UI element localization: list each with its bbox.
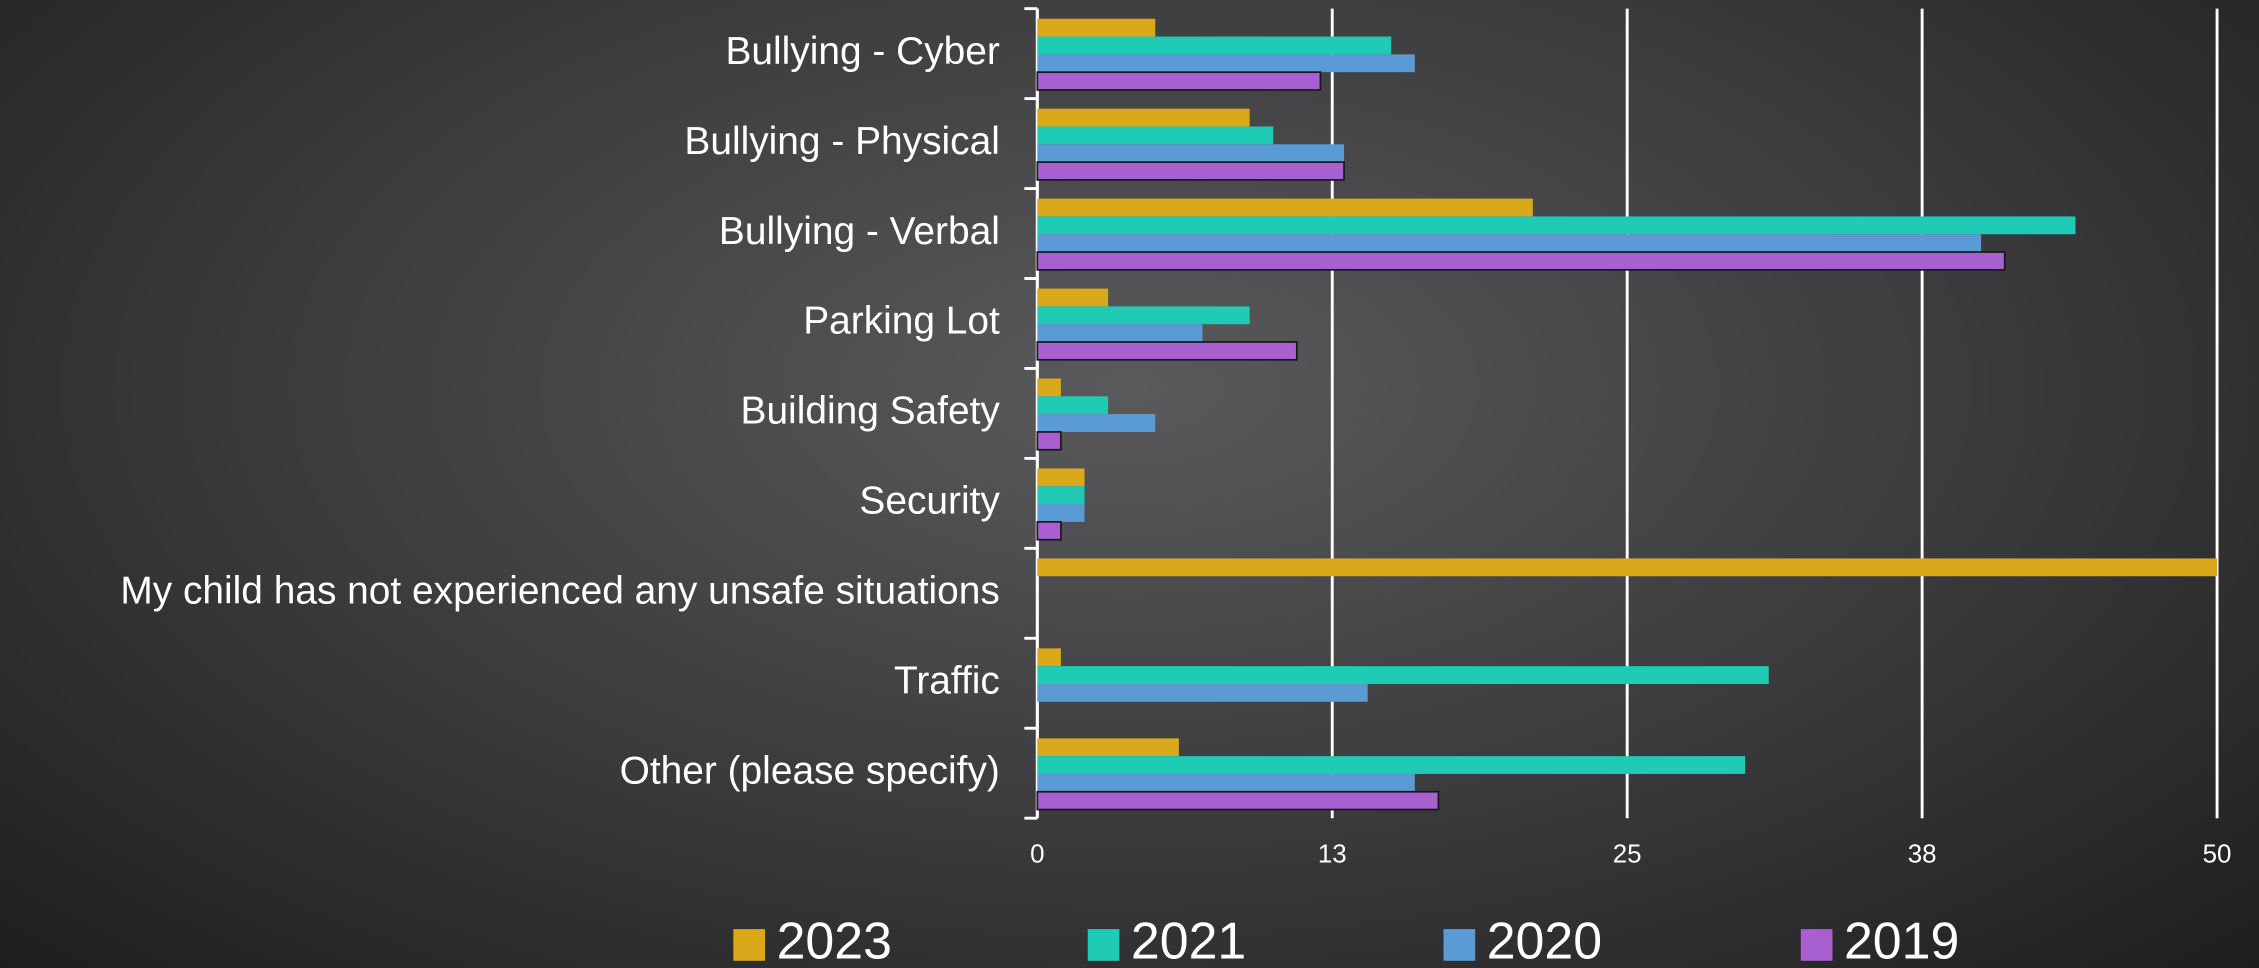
y-tick-label: Bullying - Verbal [719,210,1000,253]
bar [1036,71,1322,91]
legend-swatch [1087,929,1120,961]
bar [1037,108,1250,127]
legend-swatch [1443,929,1476,961]
bar [1037,306,1250,325]
bar [1037,288,1109,307]
bar [1037,468,1085,487]
y-tick-label: Bullying - Physical [684,120,999,163]
bar [1037,773,1415,792]
bar [1037,378,1061,397]
bar [1037,756,1746,774]
y-tick-label: Bullying - Cyber [725,30,999,73]
bar [1037,216,2076,235]
legend-label: 2020 [1487,912,1602,968]
x-tick-label: 50 [2203,840,2232,868]
legend-label: 2023 [777,912,892,968]
bar [1037,486,1085,505]
bar [1036,431,1062,451]
legend-swatch [1800,929,1833,961]
bar [1036,521,1062,541]
legend-label: 2019 [1844,912,1959,968]
bar [1037,396,1109,415]
y-tick-label: Building Safety [741,390,1001,433]
bar [1036,251,2006,271]
bar [1037,18,1156,37]
bar [1037,414,1156,432]
bar [1037,36,1392,55]
bar [1037,738,1179,757]
bar [1037,324,1203,342]
y-tick-label: Traffic [894,660,1000,703]
bar [1037,504,1085,522]
bar [1037,648,1061,667]
bar [1037,666,1769,684]
bar [1037,126,1274,145]
y-tick-label: My child has not experienced any unsafe … [120,570,1000,613]
x-tick-label: 13 [1318,840,1347,868]
bar [1037,234,1982,253]
y-tick-label: Other (please specify) [620,749,1000,792]
y-tick-label: Parking Lot [803,300,1000,343]
x-tick-label: 38 [1908,840,1937,868]
bar [1037,558,2218,577]
y-tick-label: Security [859,480,1000,523]
bar [1037,54,1415,73]
bar [1036,161,1345,181]
legend-label: 2021 [1131,912,1246,968]
bar [1036,341,1298,361]
legend-swatch [733,929,766,961]
bar [1037,198,1533,217]
bar [1036,790,1440,811]
bar [1037,683,1368,702]
x-tick-label: 25 [1613,840,1642,868]
x-tick-label: 0 [1030,840,1044,868]
bar [1037,144,1345,163]
